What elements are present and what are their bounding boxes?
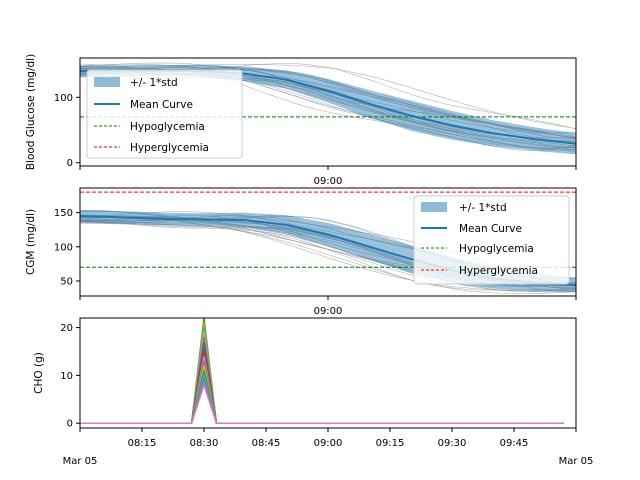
cho-series-lines	[80, 318, 564, 424]
y-tick-label: 100	[54, 93, 73, 104]
bg-legend-hypo: Hypoglycemia	[130, 121, 205, 133]
blood-glucose-panel: 0 100 09:00 Blood Glucose (mg/dl) +/- 1*s…	[25, 54, 577, 187]
cgm-legend-std: +/- 1*std	[459, 202, 507, 214]
y-tick-label: 150	[54, 208, 73, 219]
y-tick-label: 50	[60, 276, 73, 287]
bg-legend: +/- 1*std Mean Curve Hypoglycemia Hyperg…	[86, 69, 243, 159]
cgm-legend-hypo: Hypoglycemia	[459, 243, 534, 255]
cho-y-axis-label: CHO (g)	[33, 352, 45, 394]
cgm-y-axis-label: CGM (mg/dl)	[25, 209, 37, 275]
cgm-legend-box	[413, 195, 570, 285]
cgm-legend-std-swatch	[421, 202, 447, 212]
cgm-legend-hyper: Hyperglycemia	[459, 265, 538, 277]
cho-series-line	[80, 370, 564, 424]
sample-trace	[80, 223, 576, 295]
cgm-x-ticks: 09:00	[79, 296, 577, 317]
cho-series-line	[80, 336, 564, 424]
x-tick-label: 08:45	[252, 438, 281, 449]
y-tick-label: 0	[67, 419, 73, 430]
x-tick-label: 09:00	[314, 306, 343, 317]
bg-legend-mean: Mean Curve	[130, 99, 193, 111]
cho-series-line	[80, 346, 564, 424]
bg-legend-hyper: Hyperglycemia	[130, 142, 209, 154]
cho-series-line	[80, 341, 564, 424]
cho-axes-frame	[79, 317, 577, 429]
cho-x-ticks: 08:15 08:30 08:45 09:00 09:15 09:30 09:45	[79, 428, 577, 449]
cho-series-line	[80, 377, 564, 424]
cho-series-line	[80, 327, 564, 424]
sample-trace	[80, 64, 576, 129]
cho-series-line	[80, 365, 564, 424]
cho-series-line	[80, 372, 564, 424]
x-tick-label: 09:45	[500, 438, 529, 449]
sample-trace	[80, 215, 576, 288]
bg-legend-box	[86, 69, 243, 159]
cho-y-ticks: 0 10 20	[60, 323, 80, 430]
cgm-panel: 50 100 150 09:00 CGM (mg/dl) +/- 1*std Mea…	[25, 187, 577, 317]
cho-series-line	[80, 318, 564, 424]
y-tick-label: 20	[60, 323, 73, 334]
cho-series-line	[80, 322, 564, 424]
bg-y-axis-label: Blood Glucose (mg/dl)	[25, 54, 37, 170]
bg-legend-std: +/- 1*std	[130, 77, 178, 89]
x-tick-label: 08:15	[128, 438, 157, 449]
x-tick-label: 09:00	[314, 176, 343, 187]
bg-std-band	[80, 65, 576, 155]
bg-x-ticks: 09:00	[79, 166, 577, 187]
y-tick-label: 10	[60, 371, 73, 382]
cho-series-line	[80, 356, 564, 424]
x-tick-label: 09:00	[314, 438, 343, 449]
cho-series-line	[80, 360, 564, 424]
y-tick-label: 100	[54, 242, 73, 253]
cgm-y-ticks: 50 100 150	[54, 208, 80, 287]
cho-date-left: Mar 05	[63, 456, 98, 467]
y-tick-label: 0	[67, 158, 73, 169]
bg-legend-std-swatch	[94, 77, 120, 87]
cho-series-line	[80, 382, 564, 424]
cho-series-line	[80, 351, 564, 424]
x-tick-label: 09:30	[438, 438, 467, 449]
x-tick-label: 09:15	[376, 438, 405, 449]
cgm-legend-mean: Mean Curve	[459, 223, 522, 235]
cho-date-right: Mar 05	[559, 456, 594, 467]
x-tick-label: 08:30	[190, 438, 219, 449]
cgm-legend: +/- 1*std Mean Curve Hypoglycemia Hyperg…	[413, 195, 570, 285]
cho-series-line	[80, 332, 564, 424]
bg-y-ticks: 0 100	[54, 93, 80, 169]
cho-panel: 0 10 20 08:15 08:30 08:45 09:00 09:15 09:30 09:4…	[33, 317, 594, 467]
sample-trace	[80, 65, 576, 142]
